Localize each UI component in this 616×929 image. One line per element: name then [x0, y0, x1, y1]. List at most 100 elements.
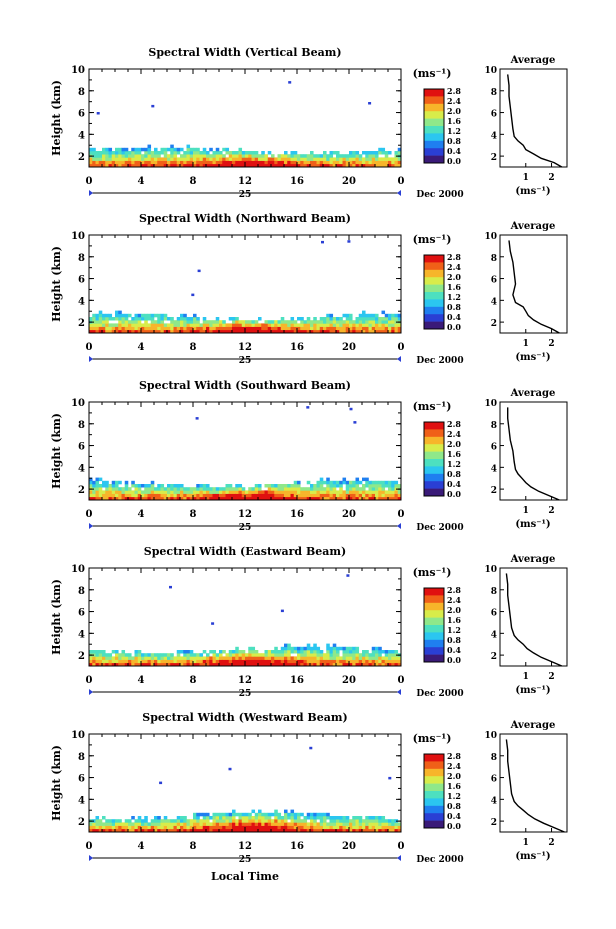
- average-frame: [499, 401, 568, 501]
- heatmap-cell: [89, 828, 93, 833]
- heatmap-cell: [261, 656, 265, 660]
- heatmap-cell: [313, 816, 317, 820]
- heatmap-cell: [391, 656, 395, 660]
- heatmap-cell: [206, 323, 210, 327]
- heatmap-cell: [92, 819, 96, 823]
- heatmap-cell: [323, 487, 327, 491]
- heatmap-cell: [147, 326, 152, 331]
- heatmap-cell: [287, 812, 291, 817]
- heatmap-cell: [150, 822, 155, 826]
- heatmap-cell: [355, 317, 360, 321]
- heatmap-cell: [105, 160, 109, 165]
- heatmap-cell: [381, 819, 386, 823]
- heatmap-cell: [394, 490, 399, 494]
- heatmap-cell: [381, 656, 386, 660]
- heatmap-cell: [160, 487, 165, 491]
- heatmap-cell: [219, 650, 223, 654]
- heatmap-cell: [303, 816, 308, 820]
- colorbar-tick-label: 2.4: [447, 761, 461, 771]
- heatmap-cell: [228, 767, 232, 771]
- heatmap-cell: [186, 490, 191, 494]
- heatmap-cell: [241, 819, 246, 823]
- heatmap-cell: [349, 313, 353, 318]
- heatmap-cell: [345, 484, 350, 488]
- heatmap-cell: [329, 493, 334, 498]
- heatmap-cell: [371, 313, 376, 318]
- heatmap-cell: [388, 819, 392, 823]
- heatmap-cell: [339, 317, 343, 321]
- heatmap-cell: [381, 828, 386, 833]
- heatmap-cell: [316, 659, 321, 664]
- colorbar-segment: [424, 422, 444, 430]
- heatmap-cell: [196, 487, 200, 491]
- heatmap-cell: [271, 822, 275, 826]
- heatmap-cell: [212, 329, 217, 334]
- y-tick-label: 2: [78, 651, 85, 662]
- heatmap-cell: [388, 659, 392, 664]
- heatmap-cell: [261, 822, 265, 826]
- heatmap-cell: [189, 151, 194, 155]
- heatmap-cell: [342, 157, 347, 161]
- heatmap-cell: [111, 825, 116, 830]
- heatmap-cell: [365, 819, 369, 823]
- heatmap-cell: [277, 493, 282, 498]
- heatmap-cell: [241, 659, 246, 664]
- average-xlabel: (ms⁻¹): [515, 186, 550, 197]
- heatmap-cell: [167, 659, 171, 664]
- heatmap-cell: [290, 323, 295, 327]
- heatmap-cell: [118, 819, 122, 823]
- heatmap-cell: [150, 329, 155, 334]
- heatmap-cell: [228, 822, 233, 826]
- y-tick-label: 6: [78, 442, 85, 453]
- heatmap-cell: [144, 147, 148, 152]
- avg-y-tick-label: 2: [491, 818, 497, 828]
- heatmap-cell: [297, 490, 301, 494]
- heatmap-cell: [355, 828, 360, 833]
- heatmap-cell: [108, 656, 113, 660]
- heatmap-cell: [352, 819, 356, 823]
- heatmap-cell: [277, 323, 282, 327]
- heatmap-cell: [332, 323, 337, 327]
- heatmap-cell: [267, 320, 272, 324]
- heatmap-cell: [251, 326, 256, 331]
- heatmap-cell: [102, 662, 106, 667]
- heatmap-cell: [358, 326, 363, 331]
- heatmap-cell: [284, 646, 288, 651]
- heatmap-cell: [365, 653, 369, 657]
- heatmap-cell: [336, 329, 340, 334]
- heatmap-cell: [193, 317, 197, 321]
- heatmap-cell: [150, 819, 155, 823]
- heatmap-cell: [89, 329, 93, 334]
- heatmap-cell: [251, 151, 256, 155]
- heatmap-cell: [323, 816, 327, 820]
- x-tick-label: 20: [342, 176, 356, 187]
- heatmap-cell: [141, 313, 145, 318]
- heatmap-cell: [235, 825, 239, 830]
- heatmap-cell: [241, 812, 246, 817]
- heatmap-cell: [238, 493, 243, 498]
- heatmap-cell: [222, 496, 226, 501]
- heatmap-cell: [173, 490, 178, 494]
- heatmap-cell: [225, 151, 230, 155]
- heatmap-cell: [358, 480, 363, 485]
- heatmap-cell: [326, 812, 330, 817]
- heatmap-cell: [245, 659, 249, 664]
- heatmap-cell: [95, 151, 100, 155]
- heatmap-cell: [258, 493, 262, 498]
- heatmap-cell: [339, 487, 343, 491]
- heatmap-cell: [170, 825, 174, 830]
- heatmap-cell: [254, 484, 259, 488]
- heatmap-cell: [180, 662, 184, 667]
- heatmap-cell: [160, 160, 165, 165]
- heatmap-cell: [332, 659, 337, 664]
- heatmap-cell: [160, 320, 165, 324]
- heatmap-cell: [388, 656, 392, 660]
- heatmap-cell: [215, 656, 220, 660]
- heatmap-cell: [358, 487, 363, 491]
- heatmap-cell: [134, 825, 139, 830]
- heatmap-cell: [371, 329, 376, 334]
- heatmap-cell: [238, 816, 243, 820]
- average-profile-line: [505, 573, 563, 667]
- chart-panel-4: Spectral Width (Eastward Beam)Height (km…: [50, 545, 568, 699]
